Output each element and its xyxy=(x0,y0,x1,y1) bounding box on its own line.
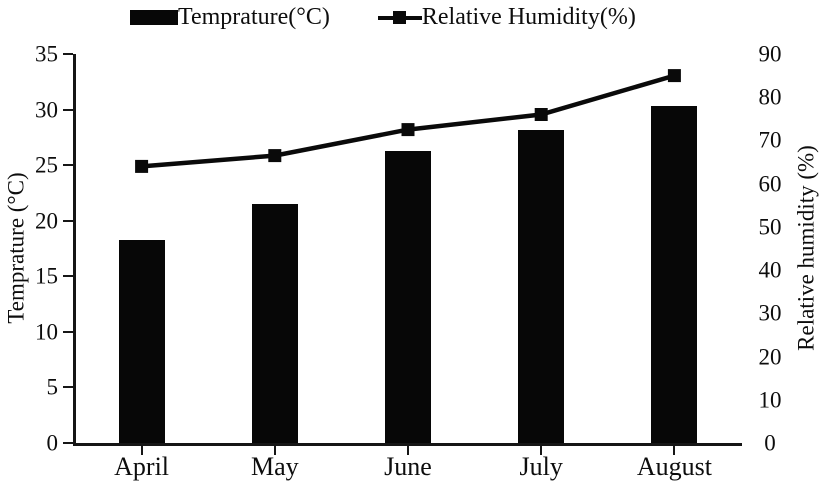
humidity-line-marker-icon xyxy=(377,10,422,25)
x-axis-category-label: May xyxy=(250,452,299,481)
right-axis-tick-label: 70 xyxy=(758,127,782,153)
x-axis-tick-mark xyxy=(140,446,143,455)
bar-may xyxy=(251,204,298,443)
legend-item-humidity: Relative Humidity(%) xyxy=(377,4,636,30)
humidity-line-path xyxy=(141,73,676,169)
x-axis-tick-mark xyxy=(273,446,276,455)
legend-item-temperature: Temprature(°C) xyxy=(130,5,330,29)
left-axis-tick-label: 20 xyxy=(35,208,58,234)
humidity-marker-april xyxy=(135,159,149,173)
left-axis-tick-mark xyxy=(63,330,73,333)
humidity-marker-may xyxy=(268,149,282,163)
bar-april xyxy=(118,239,165,443)
humidity-marker-july xyxy=(534,108,548,121)
x-axis-category-label: July xyxy=(519,452,563,481)
y-axis-line xyxy=(73,54,76,446)
right-axis-tick-label: 50 xyxy=(758,214,782,240)
x-axis-category-label: June xyxy=(384,452,432,481)
temperature-bar-swatch-icon xyxy=(130,9,178,25)
left-axis-tick-mark xyxy=(63,219,73,222)
x-axis-category-label: August xyxy=(636,452,712,481)
humidity-square-marker-glyph xyxy=(392,10,406,24)
x-axis-tick-mark xyxy=(540,446,543,455)
bar-july xyxy=(518,129,565,443)
right-axis-tick-label: 60 xyxy=(758,171,782,197)
right-axis-tick-label: 0 xyxy=(764,430,776,456)
right-axis-tick-label: 20 xyxy=(758,344,782,370)
legend-label-temperature: Temprature(°C) xyxy=(178,4,330,30)
left-axis-tick-mark xyxy=(63,442,73,444)
x-axis-category-label: April xyxy=(114,452,170,481)
left-axis-tick-label: 35 xyxy=(35,41,58,67)
left-axis-tick-label: 10 xyxy=(35,319,58,345)
x-axis-line xyxy=(73,443,742,446)
legend: Temprature(°C) Relative Humidity(%) xyxy=(130,3,636,31)
left-axis-tick-mark xyxy=(63,53,73,55)
right-axis-tick-label: 10 xyxy=(758,387,782,413)
left-axis-tick-label: 25 xyxy=(35,152,58,178)
right-axis-tick-label: 90 xyxy=(758,41,782,67)
x-axis-tick-mark xyxy=(407,446,409,455)
left-axis-tick-label: 0 xyxy=(46,430,59,456)
legend-label-humidity: Relative Humidity(%) xyxy=(421,4,636,30)
right-axis-tick-label: 40 xyxy=(758,257,782,283)
humidity-marker-june xyxy=(401,123,415,137)
bar-august xyxy=(651,106,698,443)
left-axis-tick-label: 15 xyxy=(35,263,58,289)
left-axis-tick-mark xyxy=(63,108,73,111)
left-axis-tick-label: 5 xyxy=(46,374,59,400)
right-axis-tick-label: 30 xyxy=(758,300,782,326)
left-axis-tick-mark xyxy=(63,275,73,278)
left-axis-tick-mark xyxy=(63,164,73,167)
x-axis-tick-mark xyxy=(673,446,676,455)
bar-june xyxy=(385,150,431,443)
right-axis-tick-label: 80 xyxy=(758,84,782,110)
humidity-marker-august xyxy=(667,69,681,83)
left-axis-tick-label: 30 xyxy=(35,97,58,123)
left-axis-tick-mark xyxy=(63,386,73,389)
